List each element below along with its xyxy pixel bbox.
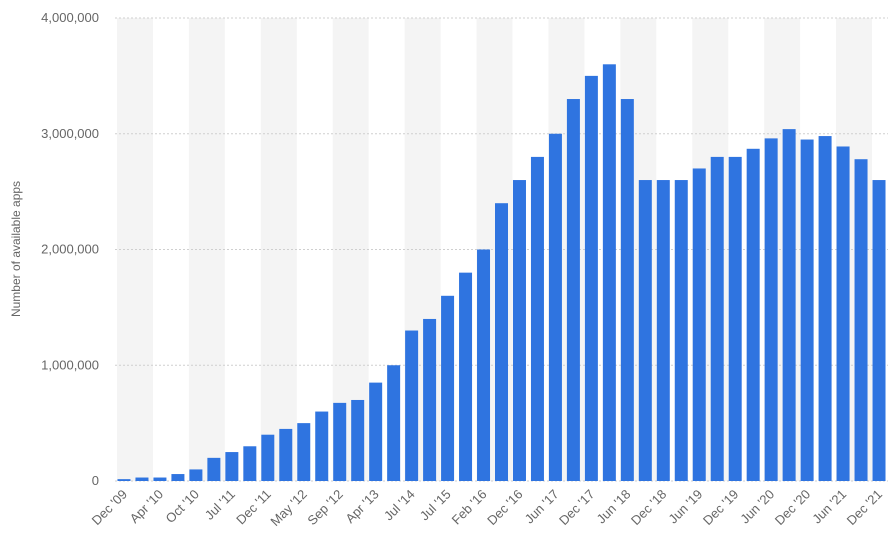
bar (710, 156, 724, 481)
bar (854, 159, 868, 481)
bar (153, 477, 167, 481)
column-band (117, 18, 153, 481)
bar (566, 99, 580, 482)
x-tick-label: Jun '20 (737, 487, 777, 527)
y-tick-label: 1,000,000 (41, 357, 99, 372)
x-tick-label: Oct '10 (163, 487, 202, 526)
bar (243, 446, 257, 481)
x-tick-label: Jun '18 (593, 487, 633, 527)
x-tick-label: Jun '21 (809, 487, 849, 527)
bar (405, 330, 419, 481)
bar (656, 180, 670, 482)
x-tick-label: May '12 (267, 487, 310, 530)
bar (333, 402, 347, 481)
bar (171, 474, 185, 481)
x-tick-label: Jun '19 (665, 487, 705, 527)
bar (117, 479, 131, 481)
x-tick-label: Dec '20 (772, 487, 813, 528)
bar (477, 249, 491, 481)
bar (728, 156, 742, 481)
x-tick-label: Jun '17 (522, 487, 562, 527)
bar (207, 457, 221, 481)
bar (836, 146, 850, 482)
y-tick-label: 2,000,000 (41, 242, 99, 257)
y-tick-label: 0 (92, 473, 99, 488)
bar (620, 99, 634, 482)
y-axis-label: Number of available apps (9, 181, 23, 317)
x-tick-label: Apr '13 (342, 487, 381, 526)
bar (638, 180, 652, 482)
bar (512, 180, 526, 482)
bar (495, 203, 508, 481)
bar (297, 423, 311, 481)
bar (369, 382, 383, 481)
x-tick-label: Dec '18 (628, 487, 669, 528)
bar (764, 138, 778, 481)
column-band (188, 18, 225, 481)
x-tick-label: Jul '15 (417, 487, 454, 524)
bar (530, 156, 544, 481)
bar (423, 318, 437, 481)
bar (315, 411, 329, 481)
y-tick-label: 4,000,000 (41, 10, 99, 25)
bar (459, 272, 473, 481)
bar (782, 129, 796, 481)
bar (746, 148, 760, 482)
bar (225, 452, 239, 481)
bar (441, 295, 455, 481)
x-tick-label: Dec '11 (233, 487, 274, 528)
x-tick-label: Dec '19 (700, 487, 741, 528)
bar (818, 136, 832, 481)
bar (584, 75, 598, 481)
bar (279, 428, 293, 481)
x-tick-label: Dec '17 (556, 487, 597, 528)
x-tick-label: Dec '21 (844, 487, 885, 528)
bar (548, 133, 562, 481)
x-tick-label: Jul '14 (381, 487, 418, 524)
bar (189, 469, 203, 481)
bar (261, 434, 275, 481)
y-tick-label: 3,000,000 (41, 126, 99, 141)
x-tick-label: Dec '16 (484, 487, 525, 528)
bar (800, 139, 814, 481)
bar (351, 399, 365, 481)
x-tick-label: Dec '09 (89, 487, 130, 528)
x-tick-label: Apr '10 (127, 487, 166, 526)
bar (692, 168, 706, 481)
bar (872, 180, 886, 482)
bar (602, 64, 616, 482)
bar (135, 477, 149, 481)
x-tick-label: Sep '12 (304, 487, 345, 528)
column-band (260, 18, 297, 481)
x-tick-label: Feb '16 (449, 487, 490, 528)
bar (387, 365, 401, 481)
bar (674, 180, 688, 482)
